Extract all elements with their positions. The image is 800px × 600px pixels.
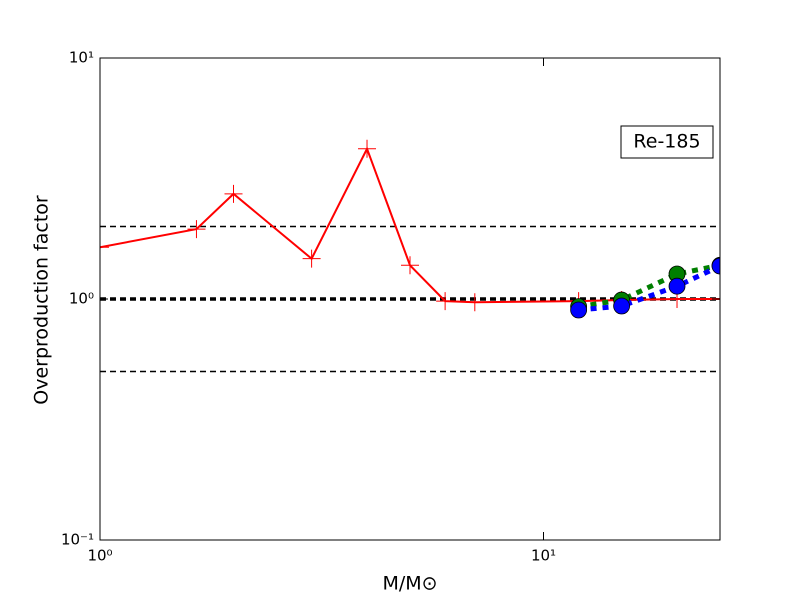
data-point <box>711 257 720 275</box>
series-line <box>578 262 720 310</box>
series-line <box>578 263 720 313</box>
data-point <box>302 249 321 268</box>
y-tick-label: 10¹ <box>69 49 94 67</box>
data-point <box>224 184 243 203</box>
data-point <box>465 293 484 312</box>
annotation: Re-185 <box>633 131 700 153</box>
x-tick-label: 10⁰ <box>87 547 112 565</box>
data-point <box>668 277 686 295</box>
y-tick-label: 10⁰ <box>69 290 94 308</box>
y-axis-label: Overproduction factor <box>31 195 53 405</box>
data-point <box>570 301 588 319</box>
x-axis-label: M/M⊙ <box>382 573 437 595</box>
data-point <box>358 139 377 158</box>
data-point <box>100 238 109 257</box>
series-line <box>100 146 720 304</box>
data-point <box>401 256 419 275</box>
x-tick-label: 10¹ <box>531 547 556 565</box>
y-tick-label: 10⁻¹ <box>61 531 94 549</box>
data-point <box>187 220 206 239</box>
data-point <box>613 297 631 315</box>
plot <box>100 139 720 373</box>
annotation-box <box>620 125 714 159</box>
data-point <box>436 292 455 311</box>
